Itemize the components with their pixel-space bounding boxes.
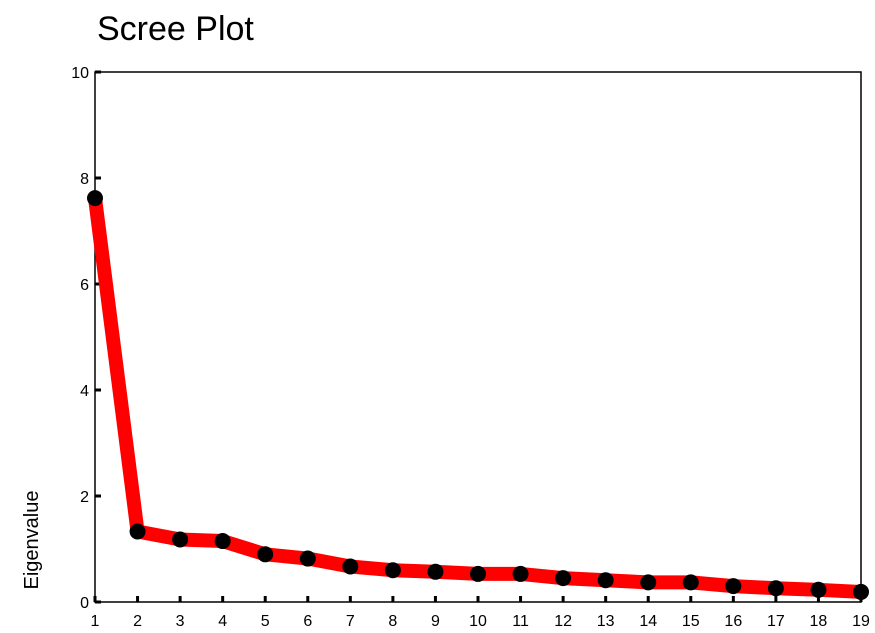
x-tick-label: 12 bbox=[554, 613, 572, 630]
data-point bbox=[682, 574, 699, 591]
x-tick-label: 15 bbox=[682, 613, 700, 630]
data-point bbox=[257, 546, 274, 563]
data-point bbox=[470, 565, 486, 582]
y-tick-label: 6 bbox=[80, 277, 89, 294]
x-tick-label: 19 bbox=[852, 613, 870, 630]
x-tick-label: 11 bbox=[512, 613, 529, 630]
x-tick-label: 6 bbox=[303, 613, 312, 630]
x-tick-label: 2 bbox=[133, 613, 142, 630]
x-tick-label: 9 bbox=[431, 613, 440, 630]
y-tick-label: 0 bbox=[80, 595, 89, 612]
x-tick-label: 13 bbox=[597, 613, 615, 630]
data-point bbox=[87, 190, 103, 207]
x-tick-label: 16 bbox=[724, 613, 742, 630]
data-point bbox=[299, 550, 316, 567]
y-tick-label: 10 bbox=[71, 65, 89, 82]
x-tick-label: 10 bbox=[469, 613, 487, 630]
data-point bbox=[384, 562, 401, 579]
chart-title: Scree Plot bbox=[97, 10, 254, 48]
x-tick-label: 8 bbox=[388, 613, 397, 630]
x-tick-label: 4 bbox=[218, 613, 227, 630]
marker-layer bbox=[87, 190, 869, 600]
y-axis-label: Eigenvalue bbox=[21, 491, 43, 590]
data-point bbox=[555, 570, 572, 587]
data-point bbox=[172, 531, 189, 548]
plot-frame bbox=[94, 71, 862, 603]
x-axis-ticks: 1 2 3 4 5 6 7 8 9 10 11 12 13 14 15 16 17 18 19 bbox=[91, 596, 870, 630]
data-point bbox=[810, 581, 827, 598]
data-point bbox=[512, 565, 529, 582]
y-tick-label: 8 bbox=[80, 171, 89, 188]
data-point bbox=[640, 574, 657, 591]
data-point bbox=[342, 558, 359, 575]
x-tick-label: 7 bbox=[346, 613, 355, 630]
data-point bbox=[597, 572, 614, 589]
y-tick-label: 4 bbox=[80, 383, 89, 400]
series-layer bbox=[88, 191, 868, 599]
data-point bbox=[214, 533, 231, 550]
x-tick-label: 5 bbox=[261, 613, 270, 630]
series-line bbox=[88, 191, 868, 599]
data-point bbox=[725, 578, 742, 595]
x-tick-label: 14 bbox=[639, 613, 657, 630]
y-axis-ticks: 0 2 4 6 8 10 bbox=[71, 65, 101, 612]
data-point bbox=[853, 583, 869, 600]
data-point bbox=[129, 523, 146, 540]
data-point bbox=[427, 563, 444, 580]
x-tick-label: 1 bbox=[91, 613, 100, 630]
y-tick-label: 2 bbox=[80, 489, 89, 506]
x-tick-label: 18 bbox=[810, 613, 828, 630]
data-point bbox=[767, 580, 784, 597]
x-tick-label: 3 bbox=[176, 613, 185, 630]
x-tick-label: 17 bbox=[767, 613, 785, 630]
